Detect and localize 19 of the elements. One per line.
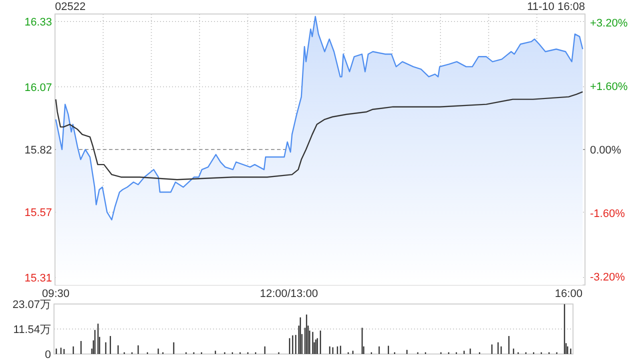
chart-title: 02522 bbox=[55, 1, 86, 13]
y2-tick-label: +1.60% bbox=[590, 80, 628, 93]
x-tick-label: 09:30 bbox=[42, 288, 70, 300]
x-tick-label: 16:00 bbox=[554, 288, 582, 300]
y-tick-label: 0 bbox=[44, 349, 51, 360]
y-tick-label: 15.82 bbox=[24, 144, 52, 156]
y-tick-label: 23.07万 bbox=[12, 299, 51, 311]
y2-tick-label: -1.60% bbox=[590, 208, 626, 220]
y-tick-label: 11.54万 bbox=[13, 324, 51, 336]
x-tick-label: 12:00/13:00 bbox=[260, 288, 318, 300]
y-tick-label: 15.57 bbox=[24, 207, 52, 220]
y2-tick-label: -3.20% bbox=[590, 272, 626, 284]
text: 11-10 16:08 bbox=[527, 1, 585, 13]
y2-tick-label: +3.20% bbox=[590, 17, 628, 30]
y-tick-label: 16.07 bbox=[24, 82, 52, 94]
y-tick-label: 16.33 bbox=[24, 16, 52, 29]
y2-tick-label: 0.00% bbox=[590, 144, 622, 156]
y-tick-label: 15.31 bbox=[24, 272, 52, 284]
line-series bbox=[55, 91, 584, 180]
